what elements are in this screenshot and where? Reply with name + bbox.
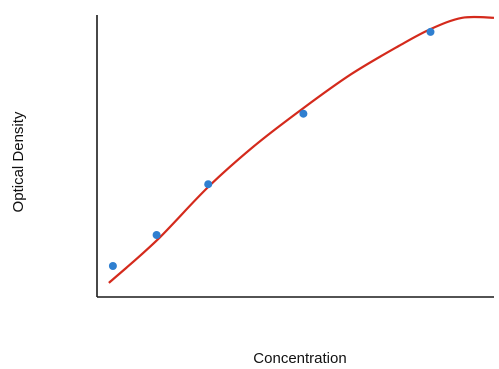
data-point-5 (426, 27, 435, 36)
y-axis-label: Optical Density (10, 111, 27, 212)
data-point-3 (204, 180, 213, 189)
axes (96, 15, 494, 298)
data-points (108, 27, 435, 270)
data-point-1 (108, 262, 117, 270)
data-point-2 (152, 231, 161, 239)
x-axis-label: Concentration (253, 350, 346, 367)
fit-curve (108, 15, 495, 284)
data-point-4 (299, 109, 308, 118)
